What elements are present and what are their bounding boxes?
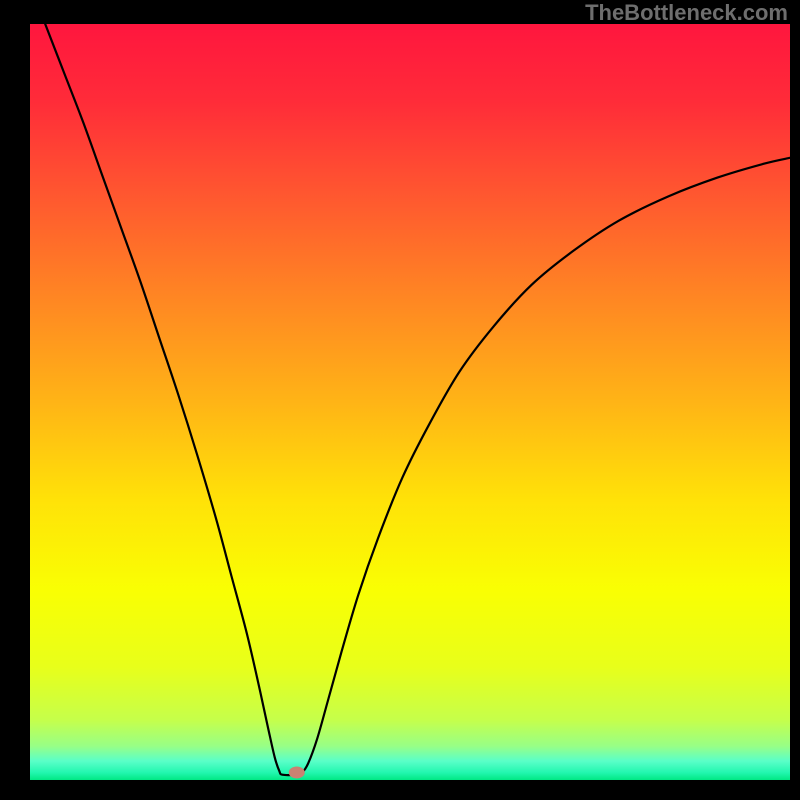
bottleneck-curve — [45, 24, 790, 775]
bottleneck-curve-svg — [30, 24, 790, 780]
optimal-point-marker — [289, 766, 305, 778]
watermark-text: TheBottleneck.com — [585, 0, 788, 26]
plot-area — [30, 24, 790, 780]
